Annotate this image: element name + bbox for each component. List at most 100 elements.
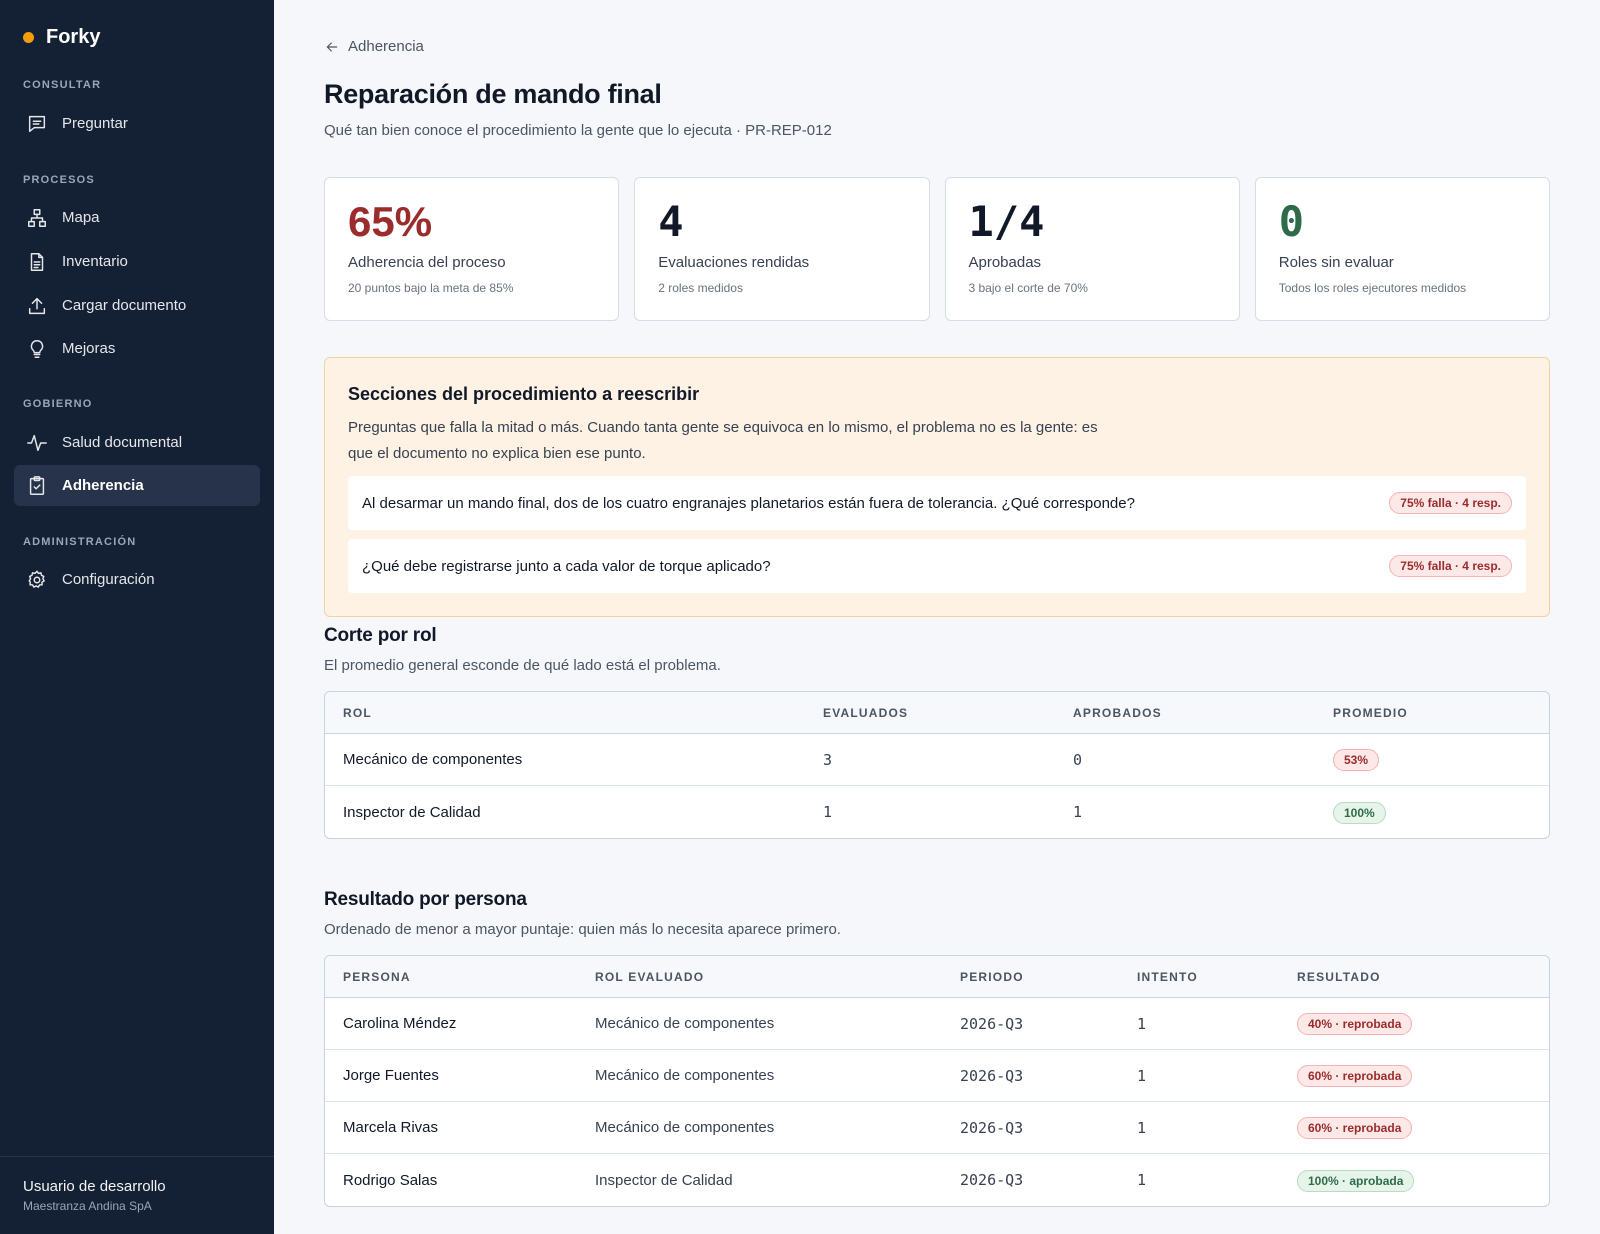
sidebar-item-label: Preguntar [62,115,128,132]
sidebar-item-label: Mejoras [62,340,116,357]
activity-icon [26,432,48,454]
period-cell: 2026-Q3 [960,1066,1024,1085]
brand-dot-icon [23,32,34,43]
question-text: Al desarmar un mando final, dos de los c… [362,494,1135,512]
kpi-value: 65% [348,198,433,245]
average-badge: 53% [1333,749,1380,771]
result-cell: 60% · reprobada [1279,1117,1413,1139]
person-cell: Jorge Fuentes [343,1067,439,1084]
breadcrumb-label: Adherencia [348,38,424,55]
section-title: Corte por rol [324,625,437,646]
failing-question[interactable]: Al desarmar un mando final, dos de los c… [348,476,1526,530]
result-badge: 60% · reprobada [1297,1065,1413,1087]
fail-rate-badge: 75% falla · 4 resp. [1389,555,1512,577]
sidebar-item-label: Adherencia [62,477,144,494]
sidebar-item-salud-documental[interactable]: Salud documental [14,422,260,463]
table-row[interactable]: Carolina Méndez Mecánico de componentes … [325,998,1549,1050]
sidebar-item-label: Mapa [62,209,100,226]
column-header: PERIODO [960,969,1024,984]
average-badge: 100% [1333,801,1386,824]
kpi-card-aprobadas: 1/4 Aprobadas 3 bajo el corte de 70% [944,177,1240,321]
role-cell: Inspector de Calidad [343,803,481,821]
person-cell: Rodrigo Salas [343,1171,438,1189]
failing-question[interactable]: ¿Qué debe registrarse junto a cada valor… [348,539,1526,593]
sidebar-item-mapa[interactable]: Mapa [14,197,260,238]
kpi-value: 0 [1278,197,1305,246]
nav-section-consultar: CONSULTAR [23,79,102,91]
nav-section-administracion: ADMINISTRACIÓN [23,536,137,548]
average-cell: 53% [1315,749,1380,771]
user-name: Usuario de desarrollo [23,1178,166,1195]
attempt-cell: 1 [1137,1171,1147,1189]
gear-icon [26,569,48,591]
kpi-value: 1/4 [968,197,1045,246]
result-badge: 40% · reprobada [1297,1013,1413,1035]
table-row[interactable]: Inspector de Calidad 1 1 100% [325,786,1549,838]
column-header: RESULTADO [1297,969,1381,984]
person-results-section: Resultado por persona Ordenado de menor … [324,889,1550,1207]
result-badge: 60% · reprobada [1297,1117,1413,1139]
section-title: Resultado por persona [324,889,527,910]
sidebar-item-adherencia[interactable]: Adherencia [14,465,260,506]
sidebar-item-preguntar[interactable]: Preguntar [14,103,260,144]
role-cell: Mecánico de componentes [343,751,523,768]
result-cell: 60% · reprobada [1279,1065,1413,1087]
column-header: APROBADOS [1073,705,1162,720]
role-table: ROL EVALUADOS APROBADOS PROMEDIO Mecánic… [324,691,1550,839]
sidebar-item-configuracion[interactable]: Configuración [14,559,260,600]
kpi-label: Roles sin evaluar [1278,254,1394,271]
table-row[interactable]: Mecánico de componentes 3 0 53% [325,734,1549,786]
person-cell: Carolina Méndez [343,1015,457,1032]
section-subtitle: Ordenado de menor a mayor puntaje: quien… [324,921,841,938]
app-name: Forky [46,26,101,48]
attempt-cell: 1 [1137,1118,1147,1137]
hierarchy-icon [26,207,48,229]
clipboard-check-icon [26,475,48,497]
sidebar-item-label: Inventario [62,253,128,270]
sidebar-item-label: Cargar documento [62,297,187,314]
sidebar-item-inventario[interactable]: Inventario [14,241,260,282]
table-row[interactable]: Rodrigo Salas Inspector de Calidad 2026-… [325,1154,1549,1206]
page-title: Reparación de mando final [324,79,662,109]
rewrite-sections-panel: Secciones del procedimiento a reescribir… [324,357,1550,617]
role-cell: Inspector de Calidad [595,1171,733,1189]
chat-icon [26,113,48,135]
lightbulb-icon [26,338,48,360]
period-cell: 2026-Q3 [960,1171,1024,1189]
question-text: ¿Qué debe registrarse junto a cada valor… [362,557,771,575]
sidebar-item-mejoras[interactable]: Mejoras [14,328,260,369]
user-org: Maestranza Andina SpA [23,1199,152,1213]
column-header: INTENTO [1137,969,1198,984]
kpi-label: Adherencia del proceso [348,254,506,271]
kpi-label: Aprobadas [968,254,1042,271]
column-header: PROMEDIO [1333,705,1408,720]
sidebar-item-cargar-documento[interactable]: Cargar documento [14,285,260,326]
column-header: EVALUADOS [823,705,909,720]
kpi-cards: 65% Adherencia del proceso 20 puntos baj… [324,177,1550,321]
fail-rate-badge: 75% falla · 4 resp. [1389,492,1512,514]
document-icon [26,251,48,273]
role-breakdown-section: Corte por rol El promedio general escond… [324,625,1550,839]
arrow-left-icon [326,41,338,52]
column-header: PERSONA [343,969,411,984]
kpi-value: 4 [658,197,684,246]
user-panel[interactable]: Usuario de desarrollo Maestranza Andina … [0,1156,274,1234]
breadcrumb-back-link[interactable]: Adherencia [324,38,1550,55]
person-table: PERSONA ROL EVALUADO PERIODO INTENTO RES… [324,955,1550,1207]
result-cell: 100% · aprobada [1279,1169,1415,1192]
column-header: ROL EVALUADO [595,969,705,984]
brand[interactable]: Forky [23,26,100,49]
period-cell: 2026-Q3 [960,1118,1024,1137]
attempt-cell: 1 [1137,1066,1147,1085]
rewrite-description: Preguntas que falla la mitad o más. Cuan… [348,419,1098,462]
table-row[interactable]: Jorge Fuentes Mecánico de componentes 20… [325,1050,1549,1102]
average-cell: 100% [1315,801,1386,824]
kpi-label: Evaluaciones rendidas [658,254,810,271]
role-cell: Mecánico de componentes [595,1067,775,1084]
kpi-card-roles-sin-evaluar: 0 Roles sin evaluar Todos los roles ejec… [1254,177,1550,321]
sidebar: Forky CONSULTAR Preguntar PROCESOS Mapa … [0,0,274,1234]
sidebar-item-label: Salud documental [62,434,183,451]
sidebar-item-label: Configuración [62,571,155,588]
table-row[interactable]: Marcela Rivas Mecánico de componentes 20… [325,1102,1549,1154]
period-cell: 2026-Q3 [960,1014,1024,1033]
